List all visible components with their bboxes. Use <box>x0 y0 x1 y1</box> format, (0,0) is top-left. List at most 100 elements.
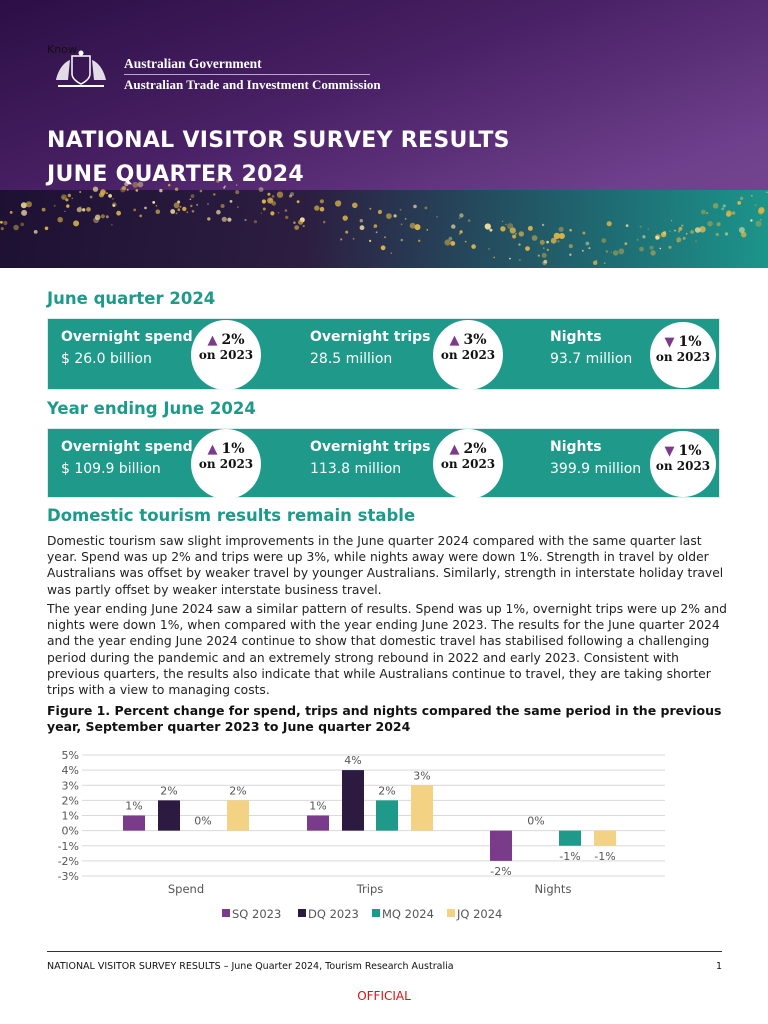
bar-jq-2024 <box>594 830 616 846</box>
bar-sq-2023 <box>307 815 329 831</box>
legend-label: DQ 2023 <box>308 907 359 921</box>
legend-swatch <box>372 909 380 917</box>
year-stats-box: Overnight spend $ 109.9 billion ▲ 1% on 2023… <box>47 428 720 499</box>
footer-text: NATIONAL VISITOR SURVEY RESULTS – June Q… <box>47 961 454 972</box>
data-label: 1% <box>309 800 326 813</box>
bar-sq-2023 <box>123 815 145 831</box>
change-compare: on 2023 <box>440 457 496 471</box>
change-value: 1% <box>678 443 702 459</box>
bar-mq-2024 <box>376 800 398 831</box>
data-label: 2% <box>378 784 395 797</box>
change-value: 1% <box>221 441 245 457</box>
header-banner: Know Australian Government Australian Tr… <box>0 0 768 268</box>
x-tick-label: Nights <box>535 882 572 896</box>
change-compare: on 2023 <box>440 348 496 362</box>
data-label: -1% <box>594 850 615 863</box>
stat-label: Overnight spend <box>61 439 193 455</box>
bar-chart: 5% 4% 3% 2% 1% 0% -1% -2% -3% 1% 2% 0% 2% Spend 1% 4% 2%… <box>58 749 665 921</box>
quarter-stats-box: Overnight spend $ 26.0 billion ▲ 2% on 2023 O… <box>47 318 720 390</box>
change-badge: ▲ 2% on 2023 <box>191 320 261 390</box>
y-tick-label: 4% <box>62 764 79 777</box>
triangle-up-icon: ▲ <box>207 442 218 457</box>
page-number: 1 <box>716 961 723 972</box>
change-compare: on 2023 <box>655 350 711 364</box>
legend-swatch <box>447 909 455 917</box>
change-compare: on 2023 <box>198 348 254 362</box>
legend-swatch <box>222 909 230 917</box>
stat-value: 113.8 million <box>310 461 402 477</box>
data-label: -1% <box>559 850 580 863</box>
paragraph-1: Domestic tourism saw slight improvements… <box>47 534 724 597</box>
x-tick-label: Trips <box>356 882 384 896</box>
data-label: 3% <box>413 769 430 782</box>
change-badge: ▼ 1% on 2023 <box>650 322 716 388</box>
stray-text: Know <box>47 43 77 56</box>
stat-1: Overnight trips 113.8 million <box>310 437 431 479</box>
agency-name: Australian Trade and Investment Commissi… <box>124 77 381 92</box>
change-badge: ▲ 2% on 2023 <box>433 429 503 499</box>
bar-jq-2024 <box>411 785 433 831</box>
data-label: -2% <box>490 865 511 878</box>
stat-0: Overnight spend $ 109.9 billion <box>61 437 193 479</box>
quarter-heading: June quarter 2024 <box>47 289 216 308</box>
bar-dq-2023 <box>158 800 180 831</box>
y-tick-label: 3% <box>62 779 79 792</box>
data-label: 0% <box>194 815 211 828</box>
stat-0: Overnight spend $ 26.0 billion <box>61 327 193 369</box>
triangle-up-icon: ▲ <box>449 442 460 457</box>
title-line-2: JUNE QUARTER 2024 <box>47 162 304 187</box>
change-value: 2% <box>221 332 245 348</box>
y-tick-label: 0% <box>62 825 79 838</box>
y-tick-label: 2% <box>62 794 79 807</box>
title-line-1: NATIONAL VISITOR SURVEY RESULTS <box>47 128 510 153</box>
triangle-up-icon: ▲ <box>449 333 460 348</box>
data-label: 0% <box>527 815 544 828</box>
change-badge: ▲ 1% on 2023 <box>191 429 261 499</box>
change-badge: ▲ 3% on 2023 <box>433 320 503 390</box>
stat-label: Overnight trips <box>310 329 431 345</box>
change-value: 3% <box>463 332 487 348</box>
bar-jq-2024 <box>227 800 249 831</box>
stat-value: $ 109.9 billion <box>61 461 161 477</box>
bar-mq-2024 <box>559 830 581 846</box>
change-compare: on 2023 <box>198 457 254 471</box>
stat-2: Nights 93.7 million <box>550 327 632 369</box>
y-tick-label: 5% <box>62 749 79 762</box>
bar-dq-2023 <box>342 770 364 831</box>
stat-label: Overnight trips <box>310 439 431 455</box>
change-badge: ▼ 1% on 2023 <box>650 431 716 497</box>
data-label: 1% <box>125 800 142 813</box>
stat-value: $ 26.0 billion <box>61 351 152 367</box>
stat-2: Nights 399.9 million <box>550 437 641 479</box>
triangle-down-icon: ▼ <box>664 335 675 350</box>
change-value: 1% <box>678 334 702 350</box>
figure-caption: Figure 1. Percent change for spend, trip… <box>47 703 722 734</box>
year-heading: Year ending June 2024 <box>47 399 256 418</box>
legend-swatch <box>298 909 306 917</box>
page-title: NATIONAL VISITOR SURVEY RESULTS JUNE QUA… <box>47 124 510 192</box>
data-label: 2% <box>229 784 246 797</box>
legend-label: JQ 2024 <box>456 907 502 921</box>
triangle-down-icon: ▼ <box>664 444 675 459</box>
gov-name: Australian Government <box>124 56 262 71</box>
data-label: 2% <box>160 784 177 797</box>
data-label: 4% <box>344 754 361 767</box>
stat-1: Overnight trips 28.5 million <box>310 327 431 369</box>
stat-value: 28.5 million <box>310 351 393 367</box>
legend-label: SQ 2023 <box>232 907 281 921</box>
coat-of-arms-logo <box>56 50 106 87</box>
section-heading: Domestic tourism results remain stable <box>47 506 416 525</box>
paragraph-2: The year ending June 2024 saw a similar … <box>47 602 727 698</box>
y-tick-label: -3% <box>58 870 79 883</box>
y-tick-label: 1% <box>62 810 79 823</box>
y-tick-label: -2% <box>58 855 79 868</box>
bar-sq-2023 <box>490 830 512 861</box>
decorative-dots <box>0 179 768 266</box>
stat-label: Overnight spend <box>61 329 193 345</box>
footer-divider <box>47 951 722 952</box>
stat-label: Nights <box>550 329 602 345</box>
classification-label: OFFICIAL <box>357 989 411 1003</box>
y-tick-label: -1% <box>58 840 79 853</box>
change-value: 2% <box>463 441 487 457</box>
stat-value: 93.7 million <box>550 351 633 367</box>
